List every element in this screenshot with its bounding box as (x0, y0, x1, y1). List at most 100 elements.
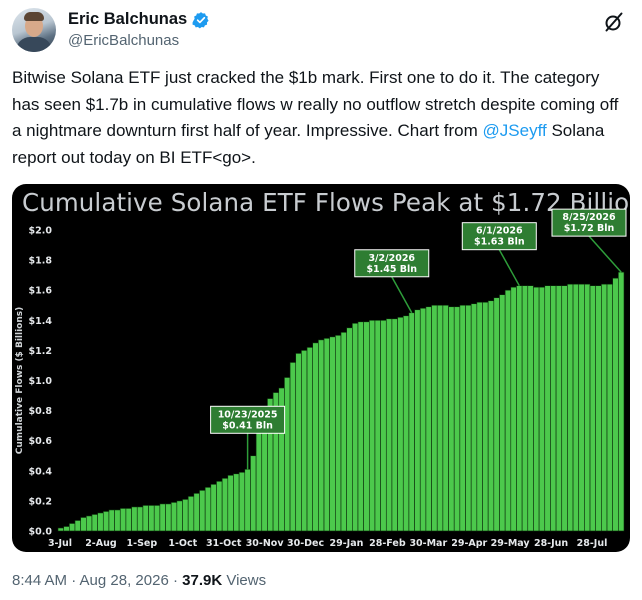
author-display-name[interactable]: Eric Balchunas (68, 10, 188, 28)
chart-bar (176, 500, 183, 532)
avatar[interactable] (12, 8, 56, 52)
chart-bar (312, 342, 319, 532)
chart-bar (346, 327, 353, 532)
chart-bar (250, 455, 257, 532)
chart-bar (187, 496, 195, 532)
annotation-box (461, 222, 537, 251)
x-tick-label: 3-Jul (48, 538, 72, 549)
tweet-text-part-2: Solana report out today on BI ETF<go>. (12, 121, 610, 167)
annotation-leader (391, 276, 413, 314)
author-handle[interactable]: @EricBalchunas (68, 32, 180, 49)
y-tick-label: $0.8 (29, 406, 53, 417)
chart-bar (318, 339, 325, 532)
chart-bar (431, 304, 438, 532)
x-tick-label: 1-Oct (168, 538, 197, 549)
views-label: Views (222, 572, 267, 589)
chart-bar (204, 487, 212, 532)
chart-bar (97, 512, 104, 532)
chart-bar (436, 304, 444, 532)
x-tick-label: 2-Aug (85, 538, 116, 549)
annotation-leader (588, 235, 622, 273)
x-tick-label: 30-Dec (287, 538, 324, 549)
verified-badge-icon (192, 11, 209, 28)
chart-bar (572, 283, 580, 532)
author-name-row: Eric Balchunas (68, 10, 210, 29)
chart-bar (544, 285, 551, 532)
chart-bar (487, 300, 495, 532)
annotation-value: $1.63 Bln (474, 237, 525, 248)
chart-bar (606, 283, 613, 532)
chart-bar (442, 304, 449, 532)
chart-bar (374, 320, 381, 532)
y-axis-title: Cumulative Flows ($ Billions) (15, 307, 25, 454)
chart-bar (340, 332, 347, 532)
chart-bar (301, 350, 308, 532)
chart-bar (57, 527, 64, 532)
x-tick-label: 28-Feb (369, 538, 406, 549)
tweet-header: Eric Balchunas @EricBalchunas (12, 6, 630, 54)
chart-bar (550, 285, 557, 532)
chart-image[interactable]: Cumulative Solana ETF Flows Peak at $1.7… (12, 184, 630, 552)
annotation-value: $0.41 Bln (222, 420, 273, 431)
chart-plot: Cumulative Flows ($ Billions) $0.0 $0.2 $0.… (15, 208, 627, 549)
chart-bar (114, 509, 121, 532)
x-tick-label: 28-Jul (577, 538, 608, 549)
chart-bar (453, 306, 461, 532)
annotation-date: 8/25/2026 (562, 212, 616, 223)
chart-bar (119, 508, 127, 532)
chart-bar (589, 285, 596, 532)
mention-link[interactable]: @JSeyff (482, 121, 547, 140)
grok-slash-circle-icon[interactable] (602, 10, 626, 34)
annotation-value: $1.72 Bln (564, 223, 615, 234)
chart-bar (210, 484, 217, 532)
annotation-date: 6/1/2026 (476, 226, 523, 237)
y-tick-label: $1.0 (29, 376, 53, 387)
x-tick-label: 28-Jun (534, 538, 568, 549)
x-tick-label: 30-Mar (409, 538, 447, 549)
chart-bar (323, 338, 330, 532)
chart-bar (255, 432, 263, 532)
chart-bar (91, 514, 98, 532)
x-tick-label: 29-May (491, 538, 531, 549)
chart-bar (612, 277, 619, 532)
chart-bar (329, 336, 336, 532)
chart-bar (504, 289, 512, 532)
chart-bar (306, 347, 314, 532)
chart-bar (193, 493, 200, 532)
chart-bar (584, 283, 591, 532)
chart-bar (289, 362, 297, 532)
chart-bar (165, 503, 172, 532)
chart-bar (578, 283, 585, 532)
chart-bar (618, 271, 625, 532)
x-tick-label: 29-Jan (330, 538, 364, 549)
chart-bar (397, 316, 404, 532)
chart-bar (499, 294, 506, 532)
chart-bar (74, 520, 81, 532)
y-tick-label: $1.2 (29, 346, 52, 357)
chart-bar (295, 353, 302, 532)
annotation-date: 3/2/2026 (368, 253, 415, 264)
chart-bar (227, 475, 234, 532)
chart-bar (368, 320, 376, 532)
chart-bar (414, 309, 421, 532)
chart-bar (391, 318, 398, 532)
chart-title: Cumulative Solana ETF Flows Peak at $1.7… (22, 188, 630, 217)
chart-bar (482, 301, 489, 532)
footer-separator: · (168, 572, 183, 589)
tweet-text: Bitwise Solana ETF just cracked the $1b … (12, 65, 627, 171)
annotation-box (354, 249, 430, 278)
x-tick-label: 29-Apr (451, 538, 487, 549)
annotation-box (551, 208, 627, 237)
chart-bar (561, 285, 568, 532)
views-count: 37.9K (182, 572, 223, 589)
chart-bar (352, 323, 359, 532)
chart-bar (216, 481, 223, 532)
chart-bar (80, 517, 87, 532)
chart-bar (448, 306, 455, 532)
annotation-box (210, 405, 286, 434)
chart-bar (233, 473, 240, 532)
chart-bar (408, 312, 415, 532)
tweet-timestamp[interactable]: 8:44 AM · Aug 28, 2026 (12, 572, 169, 589)
chart-bar (425, 306, 432, 532)
chart-bar (69, 523, 76, 532)
